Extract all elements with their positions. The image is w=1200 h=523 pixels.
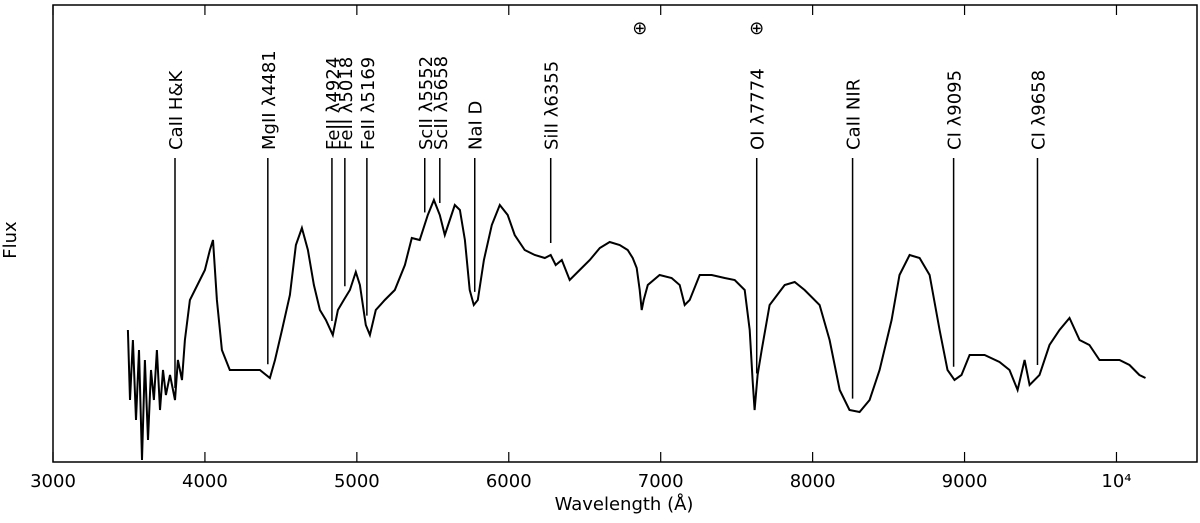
line-id-label: CI λ9658 [1028,70,1049,150]
line-id-label: FeII λ4924 [323,57,344,150]
x-tick-label: 4000 [182,471,228,492]
x-axis-label: Wavelength (Å) [555,493,694,515]
x-tick-label: 9000 [942,471,988,492]
x-tick-label: 7000 [638,471,684,492]
line-id-label: CI λ9095 [945,70,966,150]
line-id-label: ScII λ5552 [416,56,437,150]
x-tick-label: 6000 [486,471,532,492]
spectrum-line [126,197,1146,461]
x-tick-label: 5000 [334,471,380,492]
plot-frame [52,4,1198,463]
telluric-symbol: ⊕ [749,18,764,39]
line-id-label: SiII λ6355 [542,61,563,150]
y-axis-label: Flux [0,221,21,259]
line-id-label: CaII NIR [844,79,865,150]
telluric-symbol: ⊕ [632,18,647,39]
line-id-label: FeII λ5169 [358,57,379,150]
line-id-label: FeII λ5018 [336,57,357,150]
x-tick-label: 10⁴ [1101,471,1131,492]
x-tick-label: 8000 [790,471,836,492]
line-id-label: MgII λ4481 [259,50,280,150]
x-tick-label: 3000 [30,471,76,492]
line-id-label: NaI D [466,101,487,150]
line-id-label: OI λ7774 [748,68,769,150]
line-id-label: ScII λ5658 [431,56,452,150]
line-id-label: CaII H&K [166,69,187,150]
